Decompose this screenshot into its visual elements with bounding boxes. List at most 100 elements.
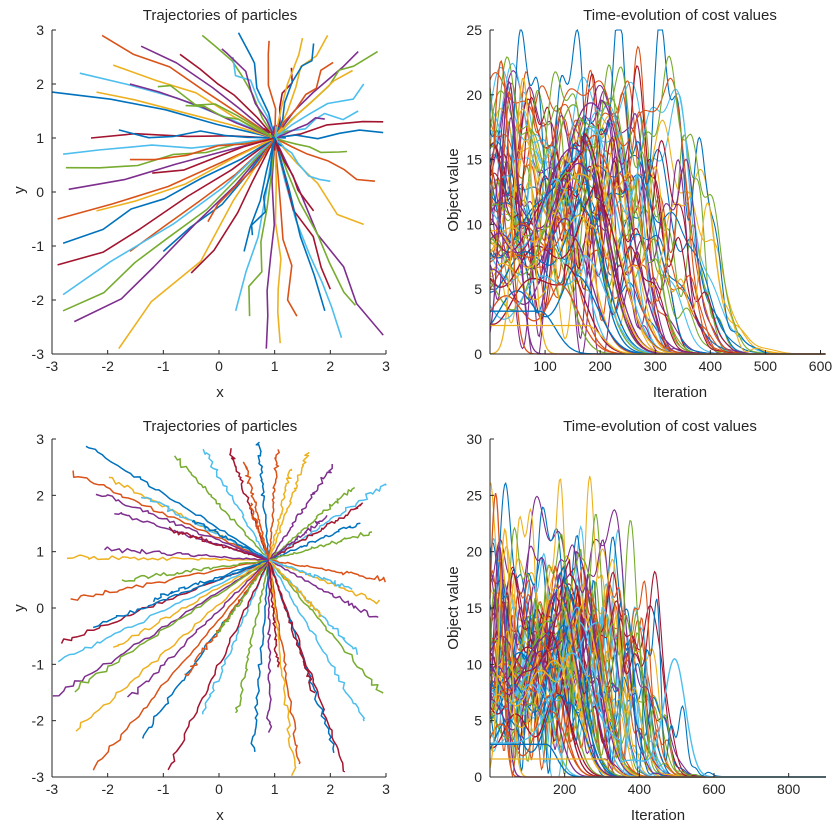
axes: -3 -2 -1 0 1 2 3 -3 -2 -1 0 1 2 3 [32, 431, 391, 797]
trajectory-line [268, 560, 316, 694]
x-tick-label: 200 [553, 781, 577, 797]
trajectory-line [268, 560, 365, 722]
x-tick-label: -1 [157, 781, 170, 797]
x-tick-label: -3 [46, 358, 59, 374]
trajectory-line [269, 531, 373, 561]
trajectory-line [268, 515, 328, 561]
trajectory-line [191, 519, 270, 561]
x-tick-label: 0 [215, 358, 223, 374]
trajectory-line [269, 559, 387, 583]
trajectory-line [173, 455, 270, 561]
trajectory-line [271, 137, 343, 339]
x-tick-label: 3 [382, 781, 390, 797]
y-tick-label: 15 [466, 600, 482, 616]
trajectory-line [126, 559, 270, 698]
y-tick-label: 3 [36, 431, 44, 447]
trajectory-line [68, 137, 276, 191]
x-tick-label: -1 [157, 358, 170, 374]
x-tick-label: 200 [588, 358, 612, 374]
axes: 100 200 300 400 500 600 0 5 10 15 20 25 [466, 22, 832, 374]
y-tick-label: -3 [32, 346, 45, 362]
x-tick-label: 800 [777, 781, 801, 797]
y-tick-label: 0 [474, 346, 482, 362]
trajectory-line [268, 451, 310, 561]
trajectory-line [103, 546, 270, 562]
trajectory-line [112, 559, 270, 648]
trajectory-line [269, 69, 353, 141]
x-tick-label: -2 [101, 358, 114, 374]
trajectory-line [216, 559, 270, 635]
x-axis-label: x [216, 807, 224, 824]
trajectory-line [266, 560, 273, 733]
y-axis-label: Object value [445, 148, 462, 231]
y-tick-label: 10 [466, 216, 482, 232]
cost-series-group [489, 28, 825, 355]
trajectory-line [269, 558, 381, 605]
trajectory-line [268, 560, 297, 777]
trajectory-line [57, 127, 276, 266]
trajectory-line [273, 83, 365, 139]
trajectories-bottom-panel: Trajectories of particles -3 -2 -1 0 1 2 3 -3 -2… [11, 418, 390, 824]
y-tick-label: 0 [474, 769, 482, 785]
trajectory-line [92, 559, 271, 771]
trajectory-line [235, 559, 270, 714]
x-tick-label: 1 [271, 781, 279, 797]
trajectory-line [66, 554, 270, 562]
trajectory-line [129, 137, 276, 253]
trajectory-line [72, 470, 270, 562]
y-tick-label: 3 [36, 22, 44, 38]
y-axis-label: y [11, 186, 28, 194]
x-axis-label: Iteration [631, 807, 685, 824]
trajectory-line [268, 449, 280, 560]
y-tick-label: -1 [32, 656, 45, 672]
trajectory-line [152, 559, 270, 603]
x-axis-label: x [216, 384, 224, 401]
trajectory-line [121, 559, 270, 583]
x-tick-label: 400 [699, 358, 723, 374]
y-tick-label: 20 [466, 87, 482, 103]
y-tick-label: 0 [36, 184, 44, 200]
y-tick-label: -2 [32, 713, 45, 729]
y-tick-label: -2 [32, 292, 45, 308]
x-tick-label: 2 [326, 781, 334, 797]
x-tick-label: 600 [809, 358, 833, 374]
y-tick-label: 1 [36, 544, 44, 560]
trajectory-line [268, 559, 384, 694]
x-tick-label: 1 [271, 358, 279, 374]
y-tick-label: 5 [474, 281, 482, 297]
trajectory-line [268, 560, 301, 765]
trajectory-line [248, 502, 270, 561]
trajectory-line [74, 559, 270, 693]
trajectory-line [268, 486, 356, 561]
x-tick-label: 3 [382, 358, 390, 374]
trajectory-line [168, 526, 270, 562]
trajectory-line [75, 559, 270, 732]
y-tick-label: 2 [36, 76, 44, 92]
y-tick-label: 20 [466, 544, 482, 560]
trajectory-line [255, 441, 271, 560]
trajectory-line [268, 560, 322, 618]
y-tick-label: 25 [466, 22, 482, 38]
x-tick-label: 600 [702, 781, 726, 797]
cost-bottom-panel: Time-evolution of cost values 200 400 600 8… [445, 418, 826, 824]
x-tick-label: 100 [533, 358, 557, 374]
trajectory-line [85, 445, 270, 561]
y-tick-label: -3 [32, 769, 45, 785]
cost-line [489, 139, 825, 355]
chart-title: Time-evolution of cost values [583, 7, 777, 24]
trajectories-top-panel: Trajectories of particles -3 -2 -1 0 1 2 3 -3 -2… [11, 7, 390, 401]
trajectory-line [268, 559, 353, 590]
y-tick-label: 2 [36, 487, 44, 503]
x-tick-label: 500 [754, 358, 778, 374]
trajectory-line [92, 559, 270, 629]
y-tick-label: 0 [36, 600, 44, 616]
chart-title: Trajectories of particles [143, 7, 298, 24]
chart-title: Time-evolution of cost values [563, 418, 757, 435]
cost-top-panel: Time-evolution of cost values 100 200 300 4… [445, 7, 832, 401]
cost-series-group [489, 475, 826, 779]
trajectory-line [268, 560, 280, 668]
trajectory-line [273, 137, 331, 182]
x-axis-label: Iteration [653, 384, 707, 401]
axes: -3 -2 -1 0 1 2 3 -3 -2 -1 0 1 2 3 [32, 22, 391, 374]
trajectory-line [95, 493, 270, 561]
